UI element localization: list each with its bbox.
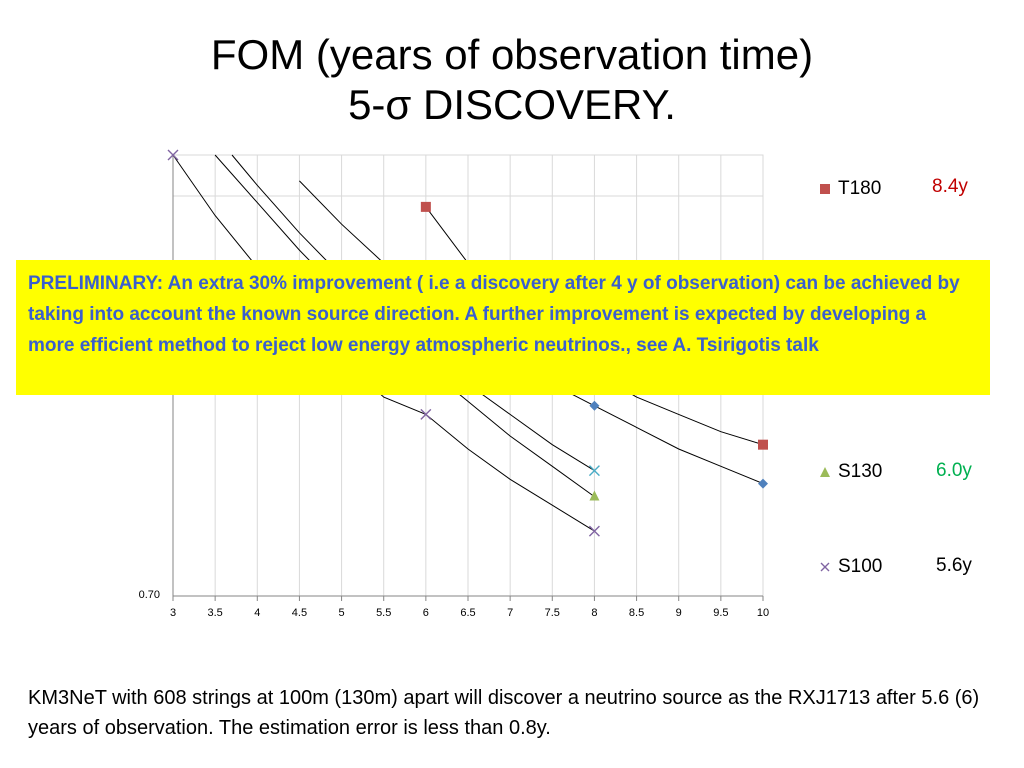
x-marker-icon	[818, 561, 832, 573]
slide-title: FOM (years of observation time) 5-σ DISC…	[0, 30, 1024, 130]
x-tick-label: 5	[339, 607, 345, 619]
x-tick-label: 9	[676, 607, 682, 619]
data-point-diamond	[589, 400, 600, 411]
title-line-1: FOM (years of observation time)	[210, 31, 814, 78]
legend-item-t180: T180	[818, 178, 881, 200]
legend-years-s100: 5.6y	[936, 555, 972, 576]
data-point-triangle	[589, 490, 600, 501]
x-tick-label: 8	[591, 607, 597, 619]
data-point-x	[420, 408, 432, 420]
data-point-square	[758, 439, 768, 450]
x-tick-label: 4	[254, 607, 260, 619]
square-marker-icon	[818, 183, 832, 195]
triangle-marker-icon	[818, 466, 832, 478]
x-tick-label: 7	[507, 607, 513, 619]
x-tick-label: 3.5	[207, 607, 222, 619]
legend-years-s130: 6.0y	[936, 460, 972, 481]
x-tick-label: 8.5	[629, 607, 644, 619]
legend-label: S100	[838, 556, 883, 577]
title-line-2: 5-σ DISCOVERY.	[348, 81, 676, 128]
data-point-square	[420, 201, 431, 212]
x-tick-label: 6.5	[460, 607, 475, 619]
fit-curve	[172, 154, 595, 532]
x-tick-label: 6	[423, 607, 429, 619]
data-point-x	[588, 465, 600, 477]
y-tick-label: 0.70	[139, 589, 160, 601]
x-tick-label: 9.5	[713, 607, 728, 619]
preliminary-callout: PRELIMINARY: An extra 30% improvement ( …	[16, 260, 990, 395]
x-tick-label: 7.5	[545, 607, 560, 619]
x-tick-label: 3	[170, 607, 176, 619]
legend-item-s130: S130	[818, 461, 882, 483]
x-tick-label: 10	[757, 607, 769, 619]
data-point-diamond	[758, 478, 768, 489]
legend-item-s100: S100	[818, 556, 882, 578]
legend-label: T180	[838, 178, 882, 199]
legend-years-t180: 8.4y	[932, 176, 968, 197]
data-point-x	[167, 149, 179, 161]
data-point-x	[588, 525, 600, 537]
x-tick-label: 5.5	[376, 607, 391, 619]
x-tick-label: 4.5	[292, 607, 307, 619]
footer-text: KM3NeT with 608 strings at 100m (130m) a…	[28, 687, 980, 739]
legend-label: S130	[838, 461, 883, 482]
